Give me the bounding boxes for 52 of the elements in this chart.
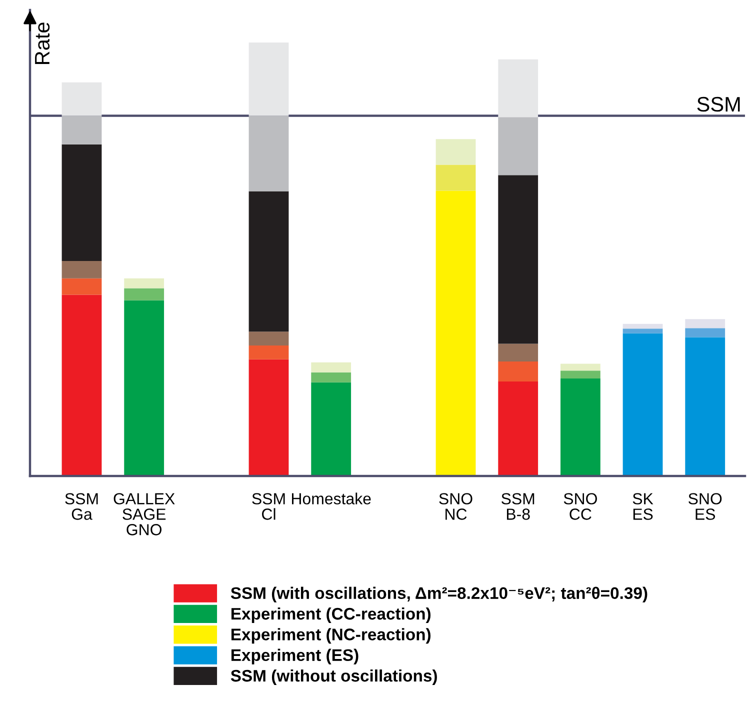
bar — [685, 337, 726, 476]
legend-label: Experiment (CC-reaction) — [231, 607, 430, 623]
bar — [498, 344, 538, 362]
bar — [248, 116, 289, 192]
bar — [436, 139, 476, 165]
bar — [685, 319, 726, 328]
bar — [622, 328, 663, 334]
bar — [498, 362, 538, 382]
bar — [560, 370, 600, 378]
bar — [124, 300, 164, 476]
bar — [436, 164, 476, 191]
bar — [124, 278, 164, 288]
bar — [498, 175, 538, 344]
bar — [62, 294, 102, 476]
bar — [498, 382, 538, 476]
x-tick-label: SSM Cl — [252, 493, 285, 520]
x-tick-label: SK ES — [632, 493, 654, 520]
bar — [62, 144, 102, 261]
x-tick-label: SNO ES — [688, 493, 722, 520]
x-tick-label: SSM Ga — [65, 493, 98, 520]
bar — [62, 278, 102, 295]
bar — [62, 116, 102, 144]
bar — [124, 288, 164, 300]
bar — [622, 324, 663, 329]
x-tick-label: SSM B-8 — [502, 493, 534, 520]
x-tick-label: GALLEX SAGE GNO — [114, 493, 175, 536]
bar — [248, 346, 289, 360]
legend-label: SSM (with oscillations, Δm²=8.2x10⁻⁵eV²; tan²θ=0.39) — [230, 586, 648, 602]
bar — [622, 333, 663, 476]
ref-line-label: SSM — [697, 96, 740, 112]
bar — [248, 332, 289, 346]
bar — [248, 42, 289, 116]
bar — [436, 190, 476, 476]
bar — [498, 117, 538, 176]
x-tick-label: SNO NC — [439, 493, 472, 520]
legend-label: Experiment (NC-reaction) — [231, 628, 430, 644]
bar — [62, 260, 102, 278]
bar — [311, 372, 352, 382]
bar — [62, 82, 102, 116]
bar — [248, 191, 289, 332]
bar — [560, 378, 600, 476]
x-tick-label: SNO CC — [564, 493, 597, 520]
bar — [498, 59, 538, 118]
legend-label: SSM (without oscillations) — [230, 669, 437, 685]
bar — [560, 364, 600, 371]
y-axis-title: Rate — [35, 22, 50, 64]
legend-label: Experiment (ES) — [231, 648, 358, 664]
bar — [248, 359, 289, 476]
bar — [685, 328, 726, 338]
x-tick-label: Homestake — [292, 492, 371, 504]
bar — [311, 382, 352, 476]
bar — [311, 362, 352, 372]
